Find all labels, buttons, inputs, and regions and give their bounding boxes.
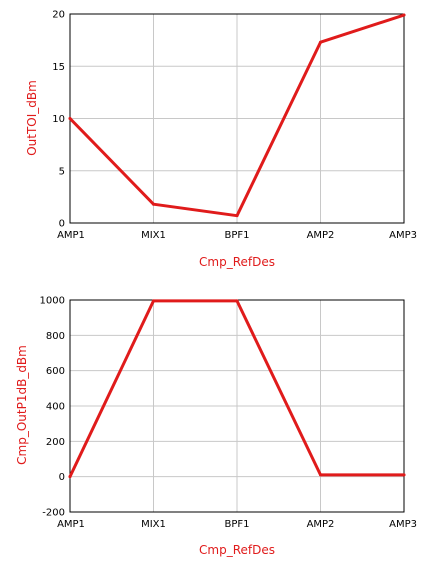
chart-1-data-point: [402, 13, 406, 17]
chart-2-x-tick-label: MIX1: [141, 519, 166, 530]
chart-2-x-axis-label: Cmp_RefDes: [199, 543, 275, 557]
chart-2-y-tick-label: 400: [46, 402, 65, 413]
chart-2-y-tick-label: 600: [46, 366, 65, 377]
chart-2-x-tick-label: AMP1: [57, 519, 85, 530]
chart-1-gridlines: [69, 13, 405, 224]
chart-1-x-tick-label: AMP1: [57, 230, 85, 241]
chart-2-x-tick-label: AMP3: [389, 519, 417, 530]
chart-2-y-tick-label: -200: [42, 508, 65, 519]
chart-2-gridlines: [69, 299, 405, 513]
chart-1-y-tick-label: 20: [52, 10, 65, 21]
chart-2-y-tick-label: 800: [46, 331, 65, 342]
chart-2-data-point: [402, 473, 406, 477]
chart-2-data-point: [319, 473, 322, 477]
chart-1: 0 5 10 15 20 AMP1 MIX1 BPF1 AMP2 AMP3 Cmp_RefDes…: [25, 10, 417, 270]
chart-2-data-point: [68, 475, 72, 479]
chart-2-x-tick-label: AMP2: [307, 519, 335, 530]
chart-2-data-point: [235, 299, 239, 303]
chart-2-x-tick-labels: AMP1 MIX1 BPF1 AMP2 AMP3: [57, 519, 417, 530]
chart-1-y-tick-label: 5: [59, 166, 65, 177]
chart-1-data-points: [68, 13, 406, 218]
chart-1-x-tick-label: AMP2: [307, 230, 335, 241]
chart-1-y-axis-label: OutTOI_dBm: [25, 80, 39, 156]
chart-1-x-tick-label: BPF1: [224, 230, 249, 241]
chart-2-x-tick-label: BPF1: [224, 519, 249, 530]
chart-2-y-axis-label: Cmp_OutP1dB_dBm: [15, 345, 29, 465]
chart-2-y-tick-label: 0: [59, 472, 65, 483]
chart-2-y-tick-label: 200: [46, 437, 65, 448]
chart-2-data-point: [152, 299, 155, 303]
chart-2-y-tick-labels: -200 0 200 400 600 800 1000: [40, 296, 65, 519]
chart-1-y-tick-label: 0: [59, 219, 65, 230]
chart-2-y-tick-label: 1000: [40, 296, 65, 307]
chart-1-y-tick-label: 15: [52, 62, 65, 73]
chart-1-data-point: [235, 214, 239, 218]
chart-2-data-points: [68, 299, 406, 479]
chart-1-x-tick-label: MIX1: [141, 230, 166, 241]
chart-1-x-tick-labels: AMP1 MIX1 BPF1 AMP2 AMP3: [57, 230, 417, 241]
chart-1-data-point: [68, 117, 72, 120]
chart-1-y-tick-label: 10: [52, 114, 65, 125]
chart-1-data-point: [152, 202, 155, 206]
chart-1-data-point: [319, 40, 322, 44]
chart-1-x-axis-label: Cmp_RefDes: [199, 255, 275, 269]
chart-1-x-tick-label: AMP3: [389, 230, 417, 241]
chart-1-y-tick-labels: 0 5 10 15 20: [52, 10, 65, 230]
